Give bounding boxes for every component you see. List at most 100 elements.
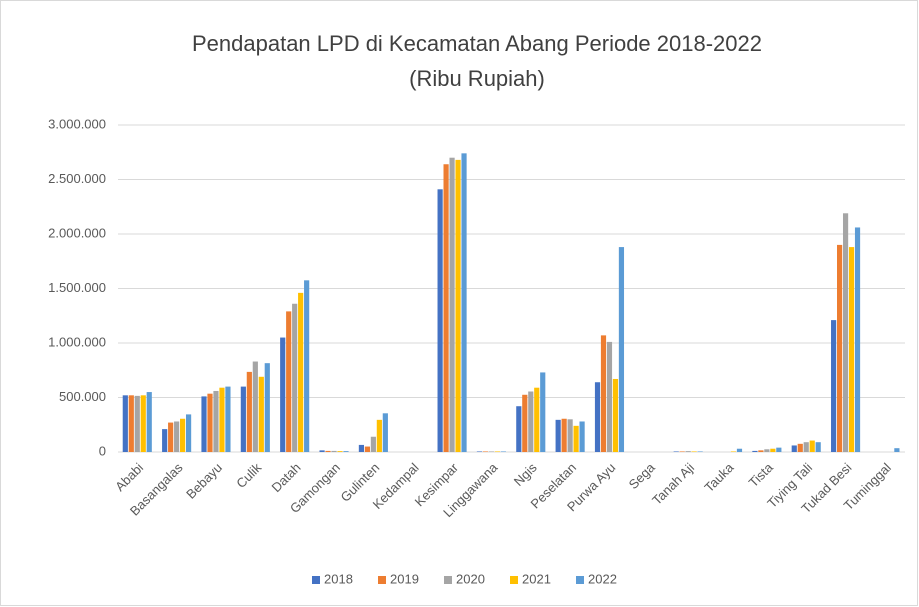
- bar: [376, 419, 382, 452]
- legend-label: 2022: [588, 571, 617, 586]
- bar: [343, 451, 349, 452]
- legend-swatch: [576, 576, 584, 584]
- bar: [258, 376, 264, 452]
- bar: [292, 303, 298, 452]
- bar: [476, 451, 483, 452]
- y-tick-label: 1.000.000: [48, 334, 106, 349]
- bar: [797, 443, 803, 452]
- bar: [219, 387, 225, 452]
- bar: [246, 371, 252, 452]
- bar: [842, 213, 849, 452]
- bar: [500, 451, 506, 452]
- bar: [225, 386, 231, 452]
- bar: [770, 448, 776, 452]
- y-tick-label: 0: [99, 443, 106, 458]
- bar: [298, 292, 304, 452]
- bar: [134, 395, 140, 452]
- legend-swatch: [378, 576, 386, 584]
- bar: [809, 440, 815, 452]
- bar: [600, 335, 607, 452]
- bar: [280, 337, 286, 452]
- bar: [240, 386, 246, 452]
- y-tick-label: 2.000.000: [48, 225, 106, 240]
- bar: [364, 446, 370, 452]
- bar: [358, 444, 365, 452]
- bar: [304, 280, 310, 452]
- bar: [606, 341, 613, 452]
- legend-swatch: [510, 576, 518, 584]
- bar: [776, 447, 782, 452]
- bar: [831, 320, 837, 452]
- bar: [449, 157, 455, 452]
- bar: [264, 363, 270, 452]
- bar: [174, 421, 180, 452]
- bar: [437, 189, 443, 452]
- bar: [567, 419, 573, 452]
- bar: [848, 247, 855, 452]
- bar: [201, 396, 207, 452]
- bar: [122, 395, 128, 452]
- legend-label: 2018: [324, 571, 353, 586]
- bar: [207, 393, 213, 452]
- bar: [815, 442, 821, 452]
- bar: [528, 391, 534, 452]
- bar: [522, 394, 528, 452]
- bar: [382, 413, 388, 452]
- bar: [168, 422, 174, 452]
- bar: [579, 421, 585, 452]
- bar: [791, 445, 797, 452]
- bar: [752, 450, 758, 452]
- bar: [319, 450, 325, 452]
- bar: [162, 429, 168, 452]
- bar: [337, 451, 343, 452]
- y-tick-label: 1.500.000: [48, 280, 106, 295]
- bar: [325, 450, 331, 452]
- bar: [252, 361, 258, 452]
- bar: [612, 378, 619, 452]
- bar: [494, 451, 500, 452]
- bar: [730, 451, 737, 452]
- bar: [764, 449, 770, 452]
- bar: [618, 247, 625, 452]
- bar: [146, 392, 152, 452]
- bar: [482, 451, 489, 452]
- bar: [697, 451, 703, 452]
- bar: [140, 395, 146, 452]
- y-tick-label: 2.500.000: [48, 171, 106, 186]
- bar: [185, 414, 192, 452]
- bar: [128, 395, 134, 452]
- bar: [286, 311, 292, 452]
- bar: [540, 372, 546, 452]
- bar: [854, 227, 861, 452]
- y-tick-label: 3.000.000: [48, 116, 106, 131]
- bar: [679, 451, 685, 452]
- bar: [803, 442, 809, 452]
- legend-label: 2021: [522, 571, 551, 586]
- bar: [180, 418, 186, 452]
- bar: [736, 448, 743, 452]
- bar: [488, 451, 495, 452]
- y-tick-label: 500.000: [59, 389, 106, 404]
- bar: [370, 436, 376, 452]
- bar: [331, 450, 337, 452]
- bar: [516, 406, 522, 452]
- legend-label: 2019: [390, 571, 419, 586]
- bar: [894, 448, 900, 452]
- legend-label: 2020: [456, 571, 485, 586]
- bar: [758, 450, 764, 452]
- bar: [673, 451, 679, 452]
- bar: [561, 418, 567, 452]
- bar: [685, 451, 691, 452]
- bar: [213, 390, 219, 452]
- bar: [837, 244, 843, 452]
- legend-swatch: [312, 576, 320, 584]
- chart-title: Pendapatan LPD di Kecamatan Abang Period…: [192, 31, 762, 56]
- bar: [461, 153, 467, 452]
- bar: [534, 387, 540, 452]
- bar: [555, 419, 561, 452]
- bar: [455, 159, 461, 452]
- chart-subtitle: (Ribu Rupiah): [409, 66, 545, 91]
- bar: [573, 425, 579, 452]
- legend-swatch: [444, 576, 452, 584]
